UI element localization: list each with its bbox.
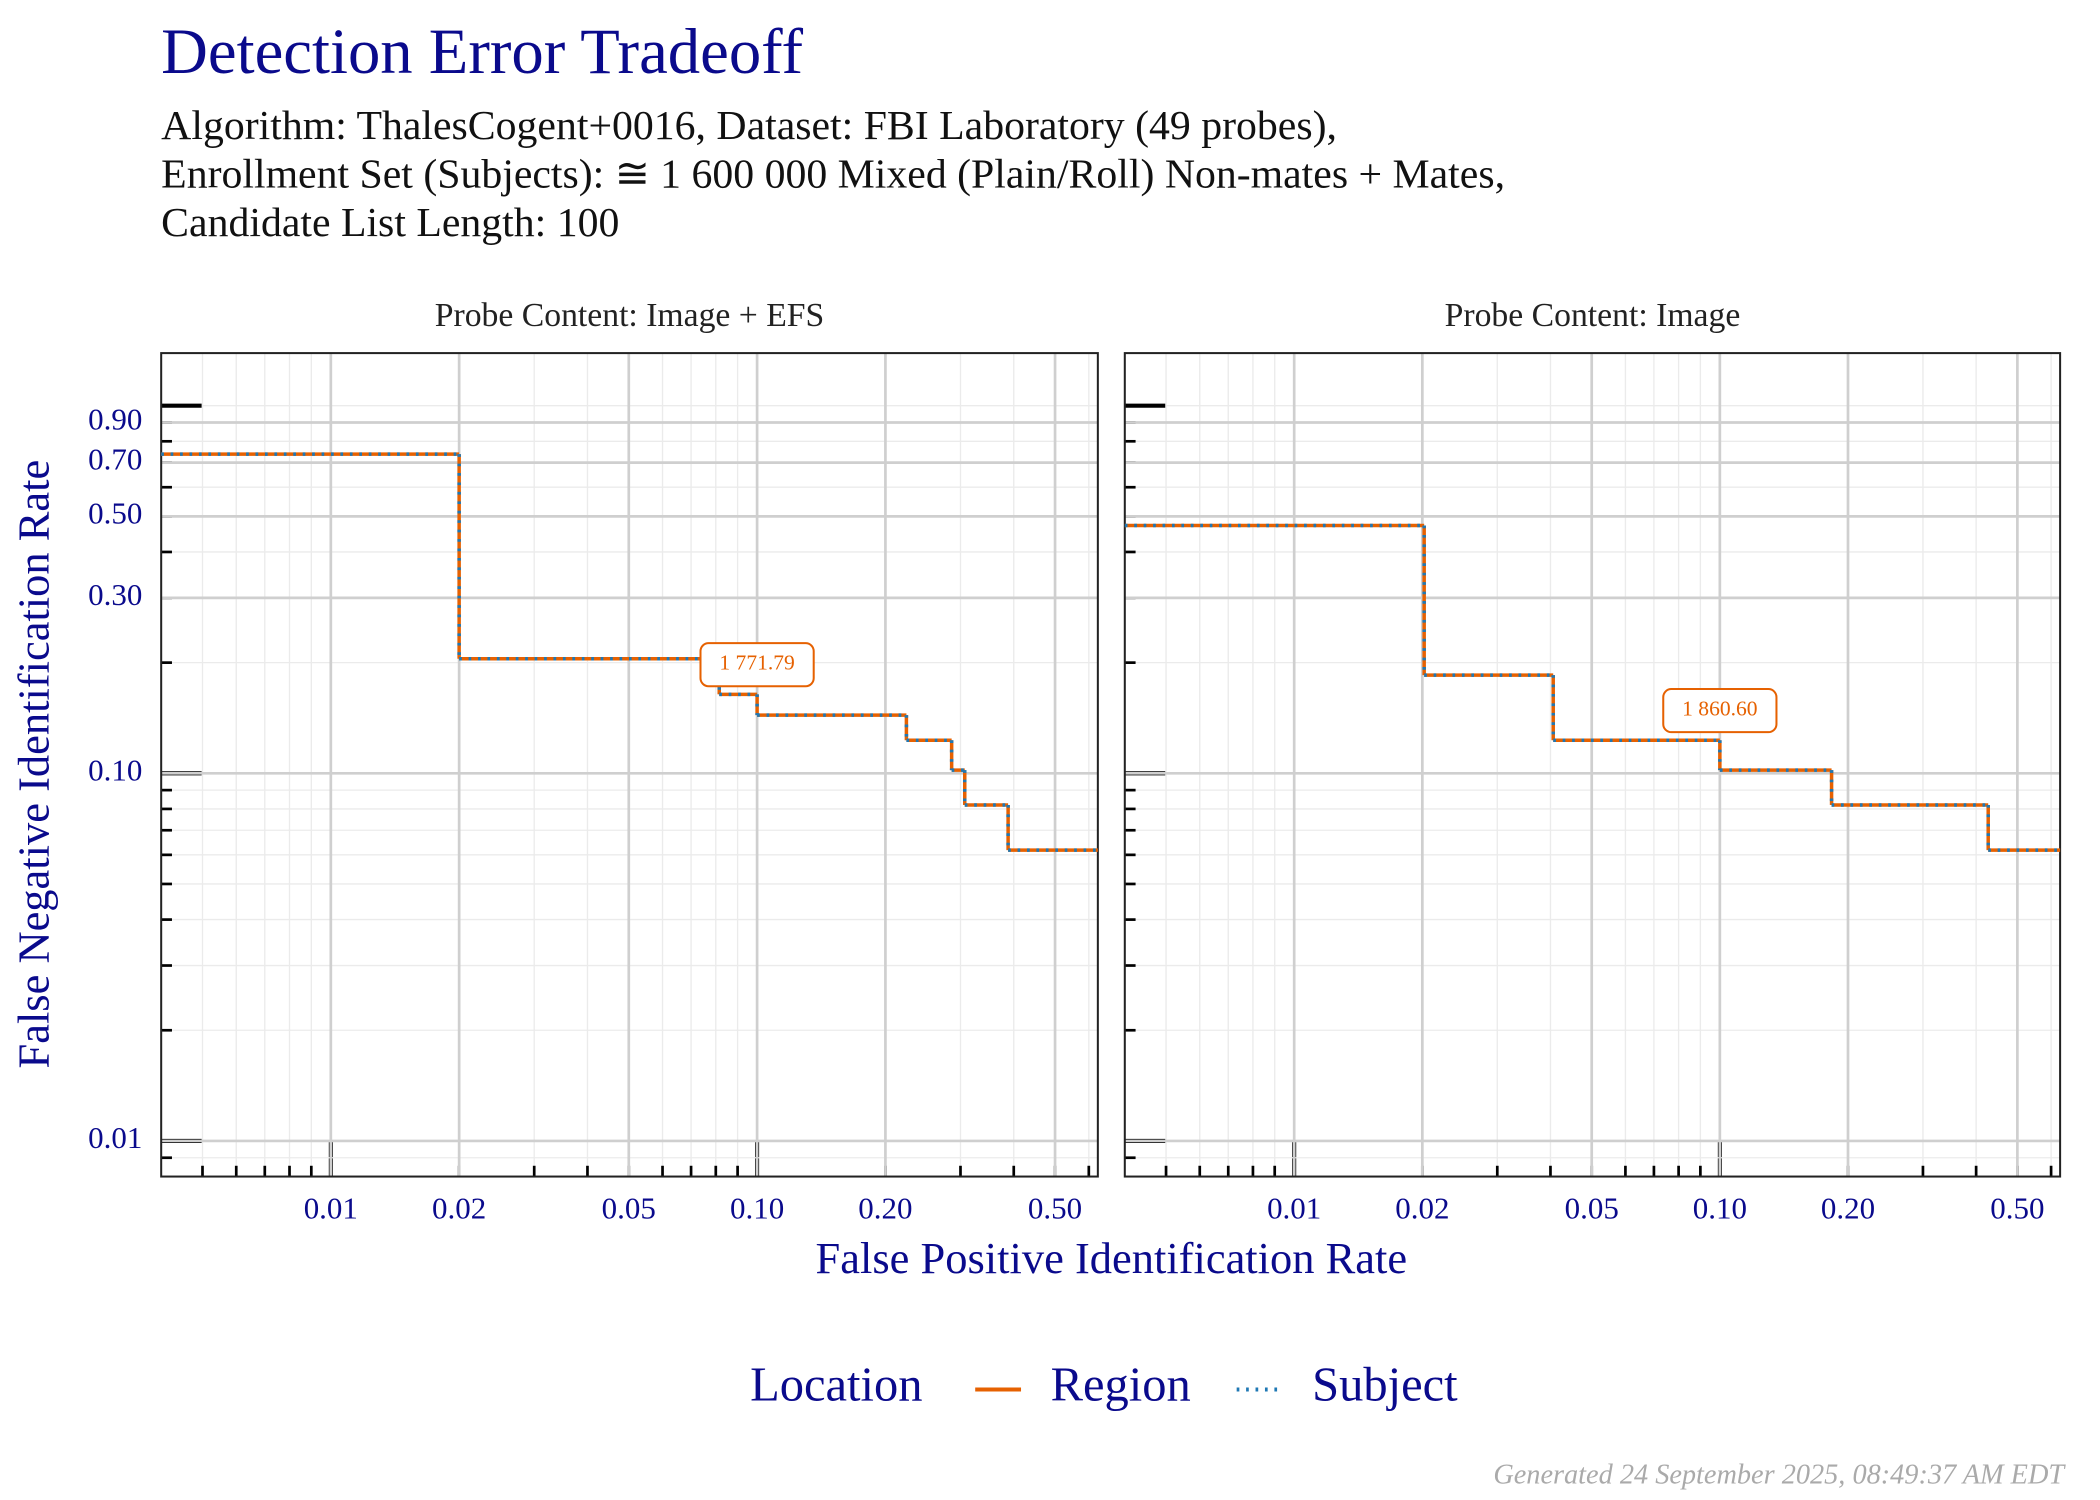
x-tick-label: 0.50	[1028, 1191, 1082, 1226]
x-axis-label: False Positive Identification Rate	[816, 1233, 1408, 1283]
x-tick-label: 0.50	[1990, 1191, 2044, 1226]
annotation-box	[699, 642, 815, 688]
y-tick-label: 0.90	[88, 402, 142, 437]
panel-title: Probe Content: Image	[1445, 297, 1741, 334]
x-tick-label: 0.02	[1395, 1191, 1449, 1226]
x-tick-label: 0.10	[1693, 1191, 1747, 1226]
annotation: 1 771.79	[719, 651, 794, 675]
x-tick-label: 0.01	[1267, 1191, 1321, 1226]
y-tick-label: 0.50	[88, 495, 142, 530]
panel-border	[1123, 352, 2062, 1178]
y-axis-label: False Negative Identification Rate	[9, 460, 59, 1069]
y-tick-label: 0.30	[88, 577, 142, 612]
x-tick-label: 0.10	[730, 1191, 784, 1226]
background	[8, 0, 2092, 1500]
annotation: 1 860.60	[1682, 697, 1757, 721]
x-tick-label: 0.01	[304, 1191, 358, 1226]
y-tick-label: 0.01	[88, 1120, 142, 1155]
x-tick-label: 0.20	[1821, 1191, 1875, 1226]
annotation-box	[1662, 688, 1778, 734]
subtitle: Candidate List Length: 100	[161, 200, 619, 246]
x-tick-label: 0.05	[1565, 1191, 1619, 1226]
legend-label: Subject	[1312, 1359, 1458, 1412]
subtitle: Enrollment Set (Subjects): ≅ 1 600 000 M…	[161, 151, 1505, 197]
x-tick-label: 0.05	[602, 1191, 656, 1226]
x-tick-label: 0.20	[858, 1191, 912, 1226]
legend-label: Region	[1051, 1359, 1191, 1412]
subtitle: Algorithm: ThalesCogent+0016, Dataset: F…	[161, 103, 1337, 149]
legend-title: Location	[750, 1359, 922, 1412]
y-tick-label: 0.10	[88, 752, 142, 787]
panel-border	[160, 352, 1099, 1178]
footer: Generated 24 September 2025, 08:49:37 AM…	[1493, 1460, 2066, 1491]
y-tick-label: 0.70	[88, 442, 142, 477]
x-tick-label: 0.02	[432, 1191, 486, 1226]
chart-title: Detection Error Tradeoff	[161, 15, 803, 87]
panel-title: Probe Content: Image + EFS	[435, 297, 825, 334]
